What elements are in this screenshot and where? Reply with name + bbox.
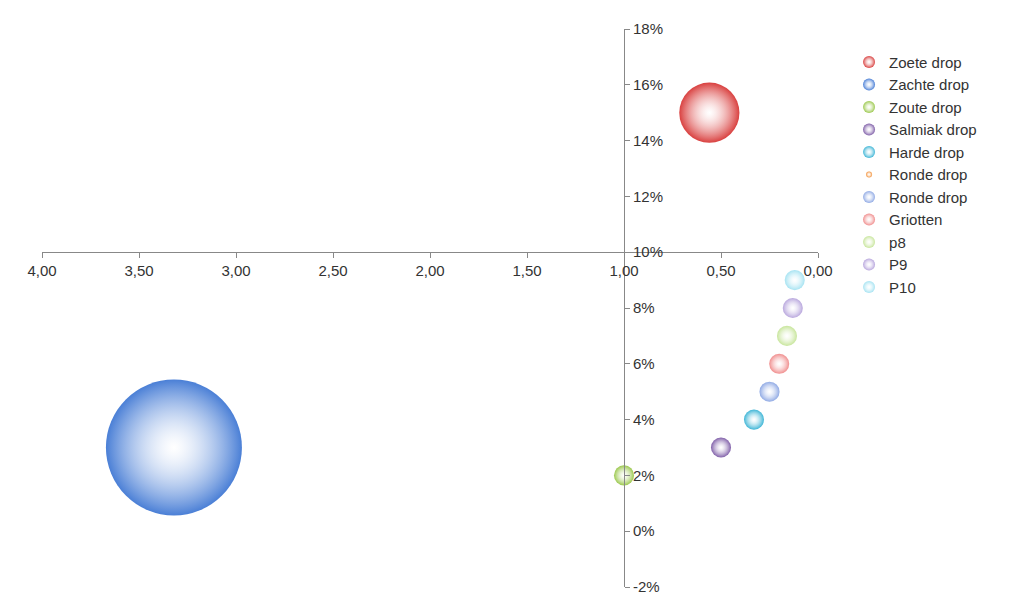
svg-text:3,00: 3,00 xyxy=(221,262,250,279)
svg-text:2,50: 2,50 xyxy=(318,262,347,279)
svg-text:12%: 12% xyxy=(633,188,663,205)
svg-text:Harde drop: Harde drop xyxy=(889,144,964,161)
svg-text:18%: 18% xyxy=(633,20,663,37)
svg-text:Griotten: Griotten xyxy=(889,211,942,228)
svg-text:P9: P9 xyxy=(889,256,907,273)
svg-text:2,00: 2,00 xyxy=(415,262,444,279)
svg-text:p8: p8 xyxy=(889,234,906,251)
svg-text:0,50: 0,50 xyxy=(706,262,735,279)
svg-text:Ronde drop: Ronde drop xyxy=(889,189,967,206)
svg-text:10%: 10% xyxy=(633,243,663,260)
svg-text:P10: P10 xyxy=(889,279,916,296)
svg-text:1,50: 1,50 xyxy=(512,262,541,279)
svg-text:0%: 0% xyxy=(633,522,655,539)
svg-text:Zachte drop: Zachte drop xyxy=(889,76,969,93)
svg-text:6%: 6% xyxy=(633,355,655,372)
svg-text:3,50: 3,50 xyxy=(124,262,153,279)
svg-text:2%: 2% xyxy=(633,467,655,484)
svg-text:Salmiak drop: Salmiak drop xyxy=(889,121,977,138)
svg-text:4%: 4% xyxy=(633,411,655,428)
svg-text:8%: 8% xyxy=(633,299,655,316)
svg-text:-2%: -2% xyxy=(633,578,660,595)
svg-text:16%: 16% xyxy=(633,76,663,93)
svg-text:Zoete drop: Zoete drop xyxy=(889,54,962,71)
svg-text:4,00: 4,00 xyxy=(27,262,56,279)
svg-text:14%: 14% xyxy=(633,132,663,149)
svg-text:1,00: 1,00 xyxy=(609,262,638,279)
svg-text:Zoute drop: Zoute drop xyxy=(889,99,962,116)
svg-text:Ronde drop: Ronde drop xyxy=(889,166,967,183)
svg-text:0,00: 0,00 xyxy=(803,262,832,279)
